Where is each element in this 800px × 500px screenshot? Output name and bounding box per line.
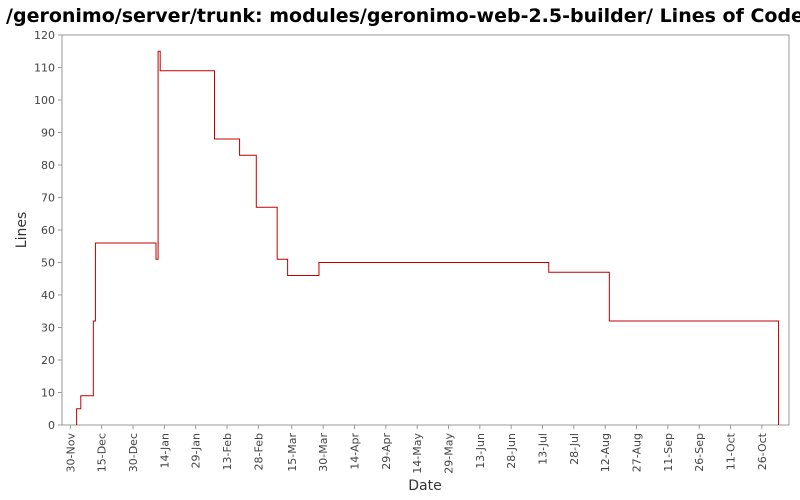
y-tick-label: 30 <box>41 322 55 335</box>
y-axis: 0 10 20 30 40 50 60 70 80 90 100 110 120 <box>34 29 62 432</box>
x-tick-label: 14-May <box>411 433 424 474</box>
x-tick-label: 29-Apr <box>380 433 393 470</box>
x-tick-label: 28-Feb <box>252 433 265 470</box>
x-tick-label: 26-Sep <box>693 433 706 472</box>
y-tick-label: 110 <box>34 62 55 75</box>
x-tick-label: 15-Dec <box>96 433 109 472</box>
y-tick-label: 120 <box>34 29 55 42</box>
x-tick-label: 27-Aug <box>630 433 643 472</box>
x-tick-label: 13-Jun <box>474 433 487 469</box>
x-tick-label: 11-Sep <box>662 433 675 472</box>
x-tick-label: 30-Dec <box>127 433 140 472</box>
x-tick-label: 29-May <box>442 433 455 474</box>
y-tick-label: 80 <box>41 159 55 172</box>
series-line <box>76 50 780 425</box>
x-tick-label: 12-Aug <box>599 433 612 472</box>
y-tick-label: 90 <box>41 127 55 140</box>
y-tick-label: 10 <box>41 387 55 400</box>
x-tick-label: 14-Jan <box>158 433 171 469</box>
y-tick-label: 70 <box>41 192 55 205</box>
x-tick-label: 13-Jul <box>536 433 549 465</box>
y-tick-label: 40 <box>41 289 55 302</box>
x-axis: 30-Nov 15-Dec 30-Dec 14-Jan 29-Jan 13-Feb 28-F… <box>64 425 769 474</box>
y-tick-label: 100 <box>34 94 55 107</box>
chart-title: /geronimo/server/trunk: modules/geronimo… <box>6 5 800 27</box>
x-tick-label: 30-Mar <box>317 433 330 472</box>
x-axis-label: Date <box>408 478 441 494</box>
x-tick-label: 30-Nov <box>64 433 77 473</box>
x-tick-label: 11-Oct <box>725 432 738 470</box>
y-tick-label: 0 <box>48 419 55 432</box>
x-tick-label: 13-Feb <box>221 433 234 470</box>
plot-area <box>61 34 790 426</box>
y-tick-label: 60 <box>41 224 55 237</box>
x-tick-label: 29-Jan <box>190 433 203 469</box>
y-axis-label: Lines <box>14 212 30 248</box>
x-tick-label: 28-Jun <box>505 433 518 469</box>
x-tick-label: 15-Mar <box>286 433 299 472</box>
x-tick-label: 14-Apr <box>348 433 361 470</box>
x-tick-label: 26-Oct <box>756 432 769 470</box>
series-layer <box>76 50 780 425</box>
y-tick-label: 50 <box>41 257 55 270</box>
x-tick-label: 28-Jul <box>568 433 581 465</box>
y-tick-label: 20 <box>41 354 55 367</box>
